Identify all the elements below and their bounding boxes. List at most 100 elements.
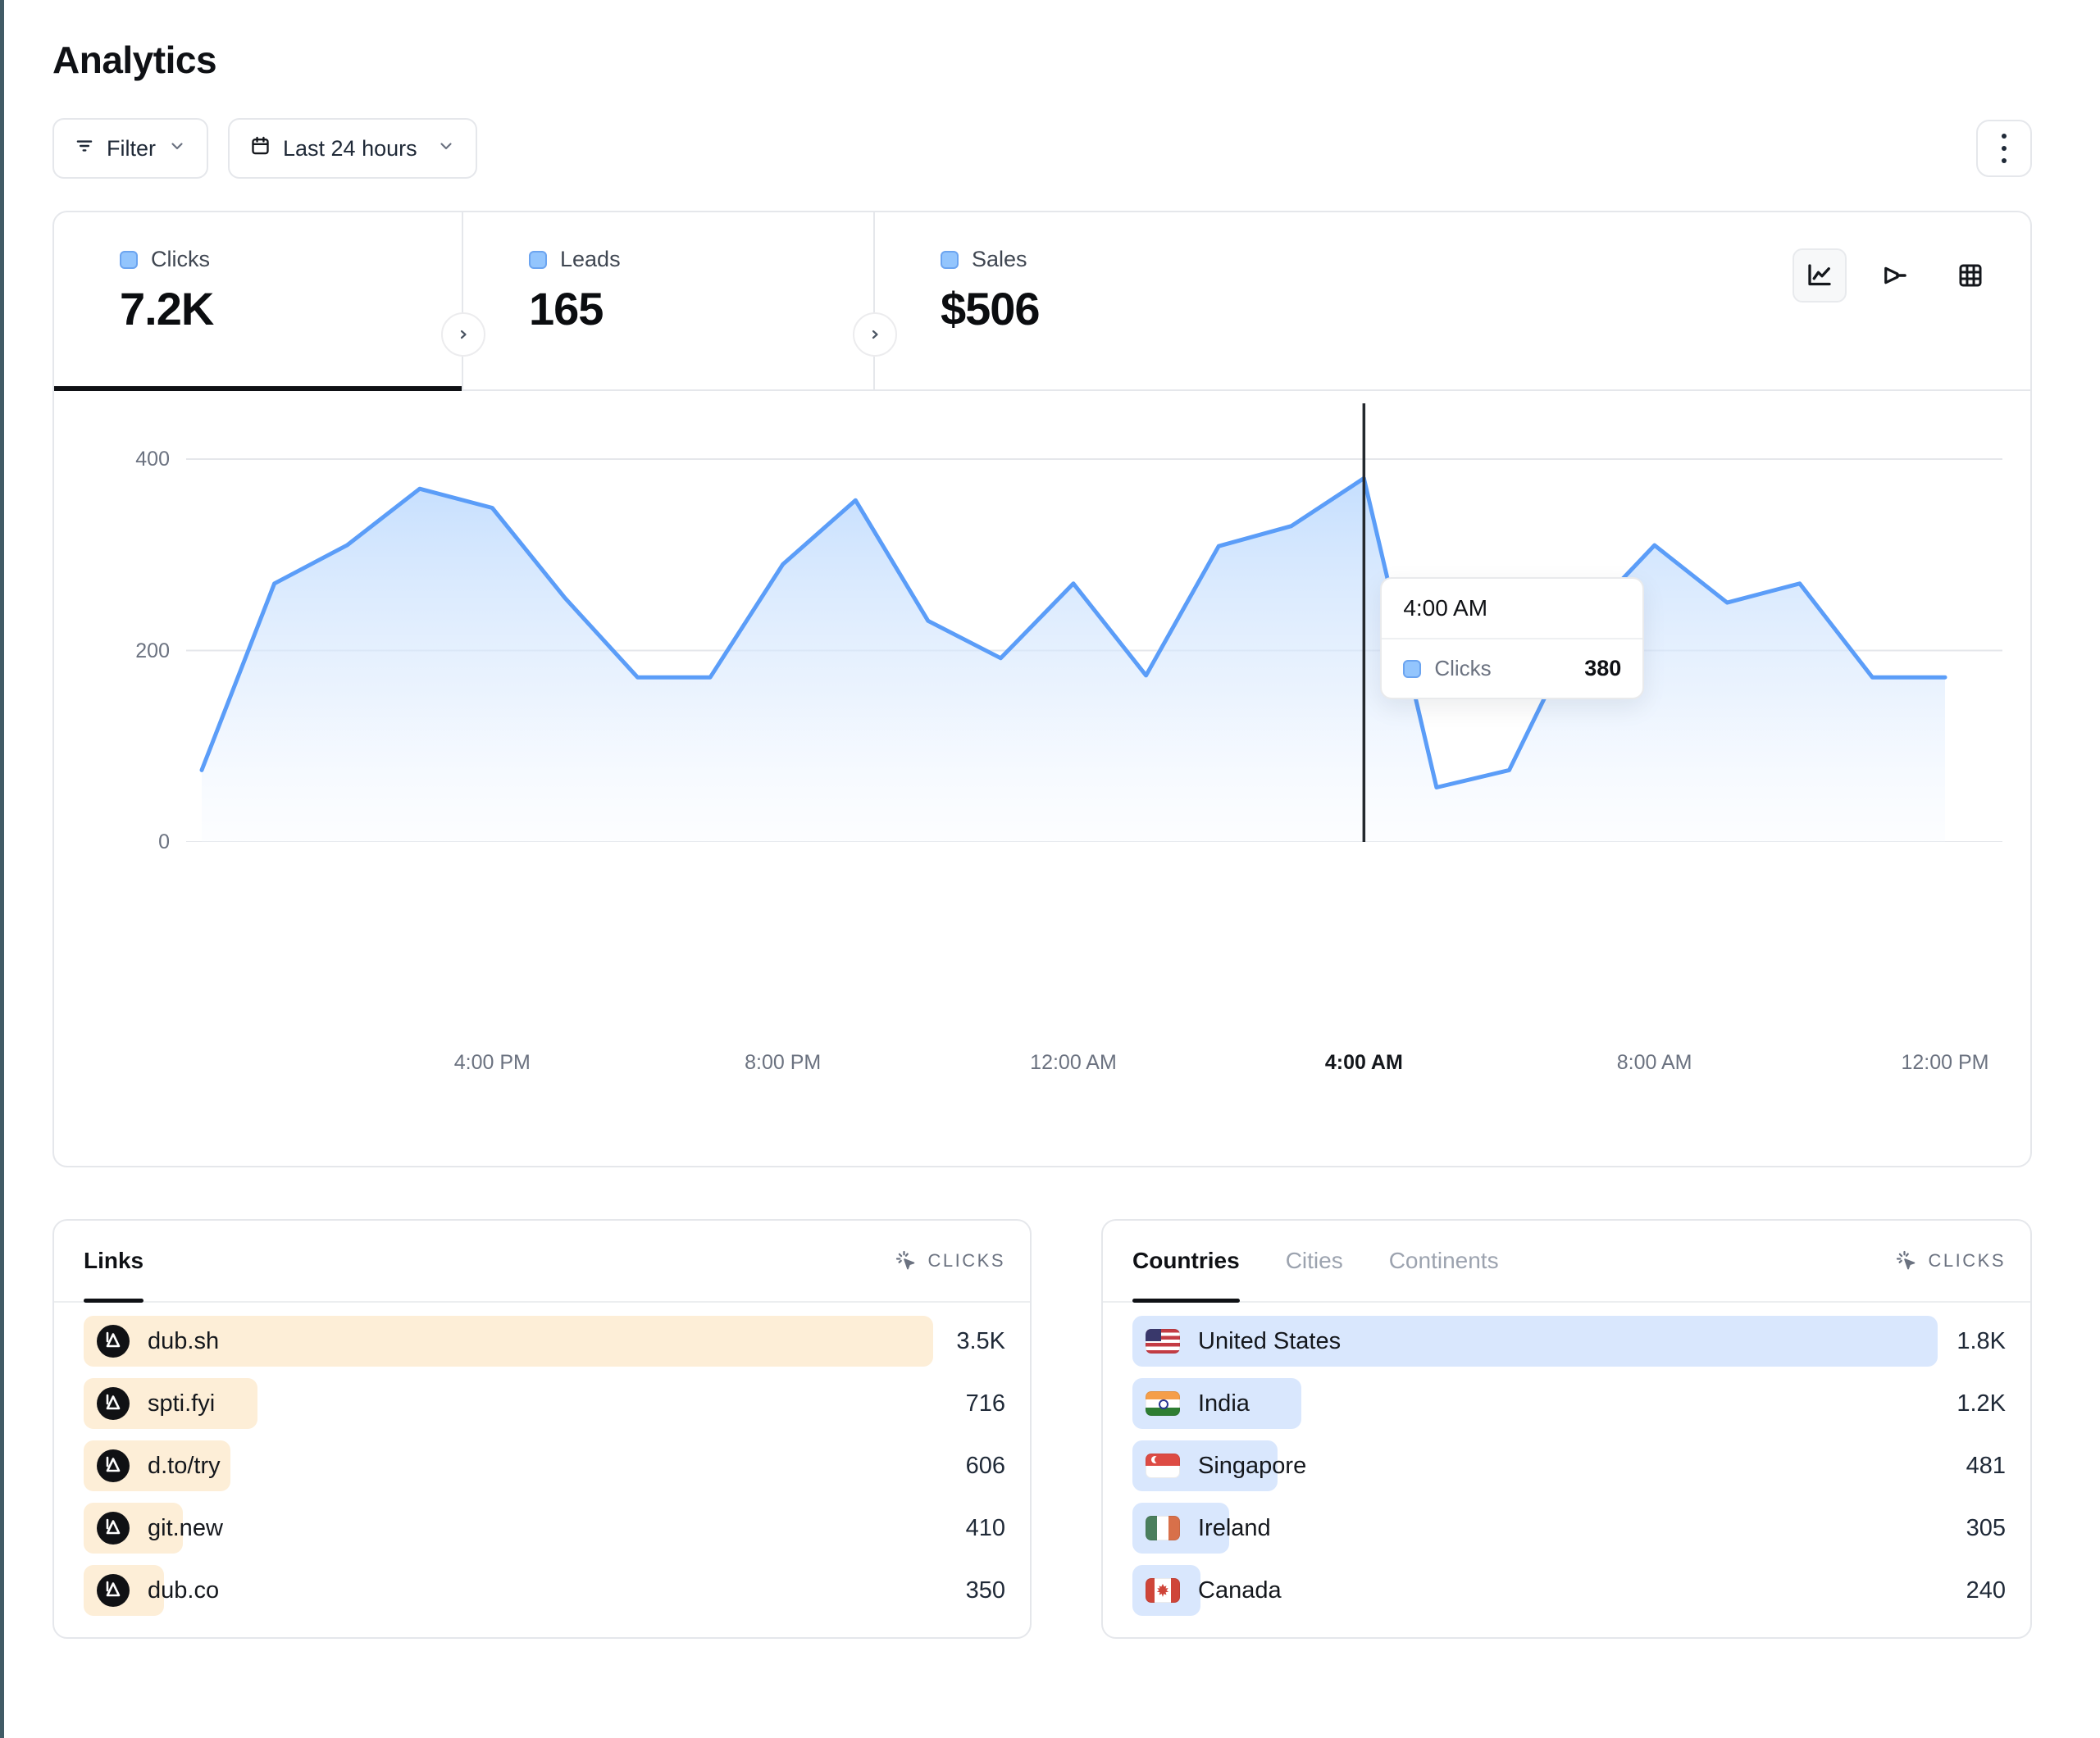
filter-button-label: Filter <box>107 135 156 161</box>
link-label: dub.sh <box>148 1327 220 1354</box>
funnel-view-button[interactable] <box>1868 248 1922 303</box>
sales-value: $506 <box>941 283 1041 334</box>
x-tick-label: 4:00 PM <box>453 1051 531 1074</box>
link-clicks-count: 350 <box>965 1577 1005 1604</box>
filter-lines-icon <box>74 135 95 162</box>
country-label: India <box>1198 1390 1250 1417</box>
date-range-label: Last 24 hours <box>283 135 417 161</box>
country-label: Singapore <box>1198 1452 1307 1479</box>
toolbar: Filter Last 24 hours <box>52 118 2032 179</box>
funnel-icon <box>1884 266 1906 284</box>
tab-countries[interactable]: Countries <box>1132 1221 1240 1303</box>
link-clicks-count: 716 <box>965 1390 1005 1417</box>
link-label: git.new <box>148 1514 223 1541</box>
tooltip-time: 4:00 AM <box>1382 579 1643 639</box>
tooltip-series-label: Clicks <box>1434 656 1492 680</box>
x-tick-label: 4:00 AM <box>1324 1051 1403 1074</box>
tab-links[interactable]: Links <box>84 1221 144 1303</box>
link-bar <box>84 1316 933 1367</box>
country-flag-icon <box>1146 1329 1180 1354</box>
links-metric-header[interactable]: CLICKS <box>894 1249 1005 1273</box>
kebab-menu-button[interactable] <box>1976 120 2032 177</box>
leads-tab-label: Leads <box>560 247 621 271</box>
chevron-down-icon <box>436 136 456 162</box>
tab-sales[interactable]: Sales $506 <box>875 212 1041 389</box>
sales-tab-label: Sales <box>972 247 1027 271</box>
chevron-down-icon <box>167 136 187 162</box>
country-clicks-count: 305 <box>1966 1515 2006 1541</box>
link-label: d.to/try <box>148 1452 221 1479</box>
tab-leads[interactable]: Leads 165 <box>463 212 875 389</box>
leads-value: 165 <box>529 283 604 334</box>
link-label: spti.fyi <box>148 1390 216 1417</box>
country-clicks-count: 481 <box>1966 1453 2006 1479</box>
y-tick-label: 0 <box>158 830 170 853</box>
sidebar-edge-strip <box>0 0 4 1738</box>
expand-clicks-button[interactable] <box>441 312 485 357</box>
country-row[interactable]: India 1.2K <box>1132 1378 2007 1429</box>
country-flag-icon <box>1146 1578 1180 1603</box>
link-row[interactable]: dub.co 350 <box>84 1565 1007 1616</box>
clicks-chart-area[interactable]: 0 200 400 4:00 PM 8:00 PM 12:00 AM 4:00 AM 8:0… <box>54 391 2030 1166</box>
country-row[interactable]: Ireland 305 <box>1132 1503 2007 1554</box>
line-chart-icon <box>1808 264 1831 286</box>
chevron-right-icon <box>872 330 878 339</box>
tooltip-series-swatch <box>1403 659 1422 678</box>
line-chart-view-button[interactable] <box>1793 248 1847 303</box>
links-panel: Links CLICKS dub.sh 3.5K <box>52 1219 1032 1639</box>
x-tick-label: 12:00 AM <box>1030 1051 1117 1074</box>
clicks-value: 7.2K <box>120 283 214 334</box>
chart-view-switcher <box>1793 248 1998 303</box>
link-row[interactable]: git.new 410 <box>84 1503 1007 1554</box>
expand-leads-button[interactable] <box>853 312 897 357</box>
dub-logo-icon <box>97 1574 130 1607</box>
page-title: Analytics <box>52 39 217 81</box>
country-row[interactable]: Canada 240 <box>1132 1565 2007 1616</box>
dub-logo-icon <box>97 1449 130 1482</box>
analytics-page: Analytics Filter Last 24 hours <box>52 0 2032 1639</box>
clicks-series-swatch <box>120 250 138 269</box>
country-label: Ireland <box>1198 1514 1271 1541</box>
links-list: dub.sh 3.5K spti.fyi 716 <box>54 1303 1030 1616</box>
country-clicks-count: 1.8K <box>1957 1328 2006 1354</box>
links-metric-label: CLICKS <box>927 1250 1005 1271</box>
dub-logo-icon <box>97 1387 130 1420</box>
table-view-button[interactable] <box>1943 248 1998 303</box>
tooltip-value: 380 <box>1584 656 1622 680</box>
x-tick-label: 8:00 AM <box>1616 1051 1692 1074</box>
x-tick-label: 12:00 PM <box>1901 1051 1989 1074</box>
link-clicks-count: 410 <box>965 1515 1005 1541</box>
stat-tabs-row: Clicks 7.2K Leads 165 Sales $506 <box>54 212 2030 391</box>
filter-button[interactable]: Filter <box>52 118 208 179</box>
cursor-click-icon <box>1896 1250 1915 1270</box>
country-row[interactable]: Singapore 481 <box>1132 1440 2007 1491</box>
leads-series-swatch <box>529 250 547 269</box>
dub-logo-icon <box>97 1512 130 1545</box>
link-label: dub.co <box>148 1576 220 1604</box>
link-row[interactable]: spti.fyi 716 <box>84 1378 1007 1429</box>
countries-panel-header: Countries Cities Continents CLICKS <box>1103 1221 2030 1303</box>
y-tick-label: 200 <box>135 639 170 662</box>
tab-continents[interactable]: Continents <box>1388 1248 1499 1273</box>
link-clicks-count: 3.5K <box>956 1328 1005 1354</box>
country-clicks-count: 1.2K <box>1957 1390 2006 1417</box>
calendar-icon <box>249 134 271 162</box>
country-flag-icon <box>1146 1454 1180 1478</box>
chevron-right-icon <box>460 330 467 339</box>
clicks-area-chart[interactable] <box>186 395 2002 842</box>
x-tick-label: 8:00 PM <box>745 1051 822 1074</box>
countries-metric-header[interactable]: CLICKS <box>1894 1249 2006 1273</box>
link-row[interactable]: dub.sh 3.5K <box>84 1316 1007 1367</box>
countries-metric-label: CLICKS <box>1928 1250 2006 1271</box>
sales-series-swatch <box>941 250 959 269</box>
date-range-button[interactable]: Last 24 hours <box>228 118 477 179</box>
country-label: United States <box>1198 1327 1342 1354</box>
country-row[interactable]: United States 1.8K <box>1132 1316 2007 1367</box>
link-clicks-count: 606 <box>965 1453 1005 1479</box>
link-row[interactable]: d.to/try 606 <box>84 1440 1007 1491</box>
country-flag-icon <box>1146 1516 1180 1540</box>
y-tick-label: 400 <box>135 448 170 471</box>
analytics-chart-card: Clicks 7.2K Leads 165 Sales $506 <box>52 211 2032 1167</box>
tab-cities[interactable]: Cities <box>1285 1248 1343 1273</box>
tab-clicks[interactable]: Clicks 7.2K <box>54 212 463 391</box>
